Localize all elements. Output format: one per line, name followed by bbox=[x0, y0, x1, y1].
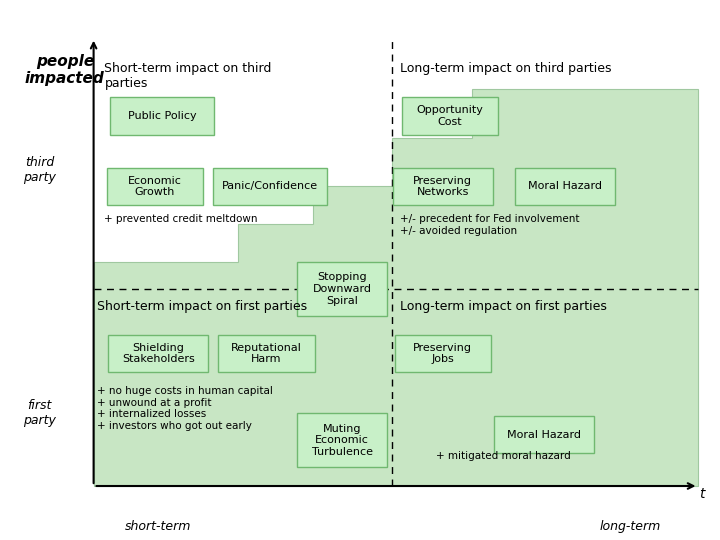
FancyBboxPatch shape bbox=[395, 335, 491, 373]
Text: t: t bbox=[699, 487, 705, 501]
Polygon shape bbox=[94, 89, 698, 486]
FancyBboxPatch shape bbox=[107, 167, 203, 205]
Text: + no huge costs in human capital
+ unwound at a profit
+ internalized losses
+ i: + no huge costs in human capital + unwou… bbox=[97, 386, 273, 431]
Text: long-term: long-term bbox=[599, 520, 661, 533]
Text: short-term: short-term bbox=[125, 520, 192, 533]
Text: Moral Hazard: Moral Hazard bbox=[528, 181, 602, 191]
Text: people
impacted: people impacted bbox=[25, 54, 104, 86]
Text: Long-term impact on third parties: Long-term impact on third parties bbox=[400, 62, 611, 75]
Text: Opportunity
Cost: Opportunity Cost bbox=[417, 105, 483, 127]
Text: Public Policy: Public Policy bbox=[127, 111, 197, 121]
Text: third
party: third party bbox=[23, 156, 56, 184]
Text: Short-term impact on third
parties: Short-term impact on third parties bbox=[104, 62, 271, 90]
Text: Muting
Economic
Turbulence: Muting Economic Turbulence bbox=[312, 423, 372, 457]
Text: +/- precedent for Fed involvement
+/- avoided regulation: +/- precedent for Fed involvement +/- av… bbox=[400, 214, 579, 236]
Text: Economic
Growth: Economic Growth bbox=[128, 176, 181, 197]
FancyBboxPatch shape bbox=[218, 335, 315, 373]
Text: Short-term impact on first parties: Short-term impact on first parties bbox=[97, 300, 307, 313]
Text: + prevented credit meltdown: + prevented credit meltdown bbox=[104, 214, 258, 225]
FancyBboxPatch shape bbox=[402, 97, 498, 134]
FancyBboxPatch shape bbox=[297, 414, 387, 467]
Text: Preserving
Jobs: Preserving Jobs bbox=[413, 343, 472, 364]
Text: Reputational
Harm: Reputational Harm bbox=[231, 343, 302, 364]
Text: Panic/Confidence: Panic/Confidence bbox=[222, 181, 318, 191]
Text: Stopping
Downward
Spiral: Stopping Downward Spiral bbox=[312, 272, 372, 306]
Text: Shielding
Stakeholders: Shielding Stakeholders bbox=[122, 343, 195, 364]
FancyBboxPatch shape bbox=[110, 97, 214, 134]
Text: Long-term impact on first parties: Long-term impact on first parties bbox=[400, 300, 606, 313]
Text: first
party: first party bbox=[23, 399, 56, 427]
Text: Preserving
Networks: Preserving Networks bbox=[413, 176, 472, 197]
Text: + mitigated moral hazard: + mitigated moral hazard bbox=[436, 451, 570, 461]
Text: Moral Hazard: Moral Hazard bbox=[507, 430, 580, 440]
FancyBboxPatch shape bbox=[494, 416, 593, 454]
FancyBboxPatch shape bbox=[297, 262, 387, 315]
FancyBboxPatch shape bbox=[213, 167, 327, 205]
FancyBboxPatch shape bbox=[108, 335, 209, 373]
FancyBboxPatch shape bbox=[393, 167, 492, 205]
FancyBboxPatch shape bbox=[516, 167, 615, 205]
